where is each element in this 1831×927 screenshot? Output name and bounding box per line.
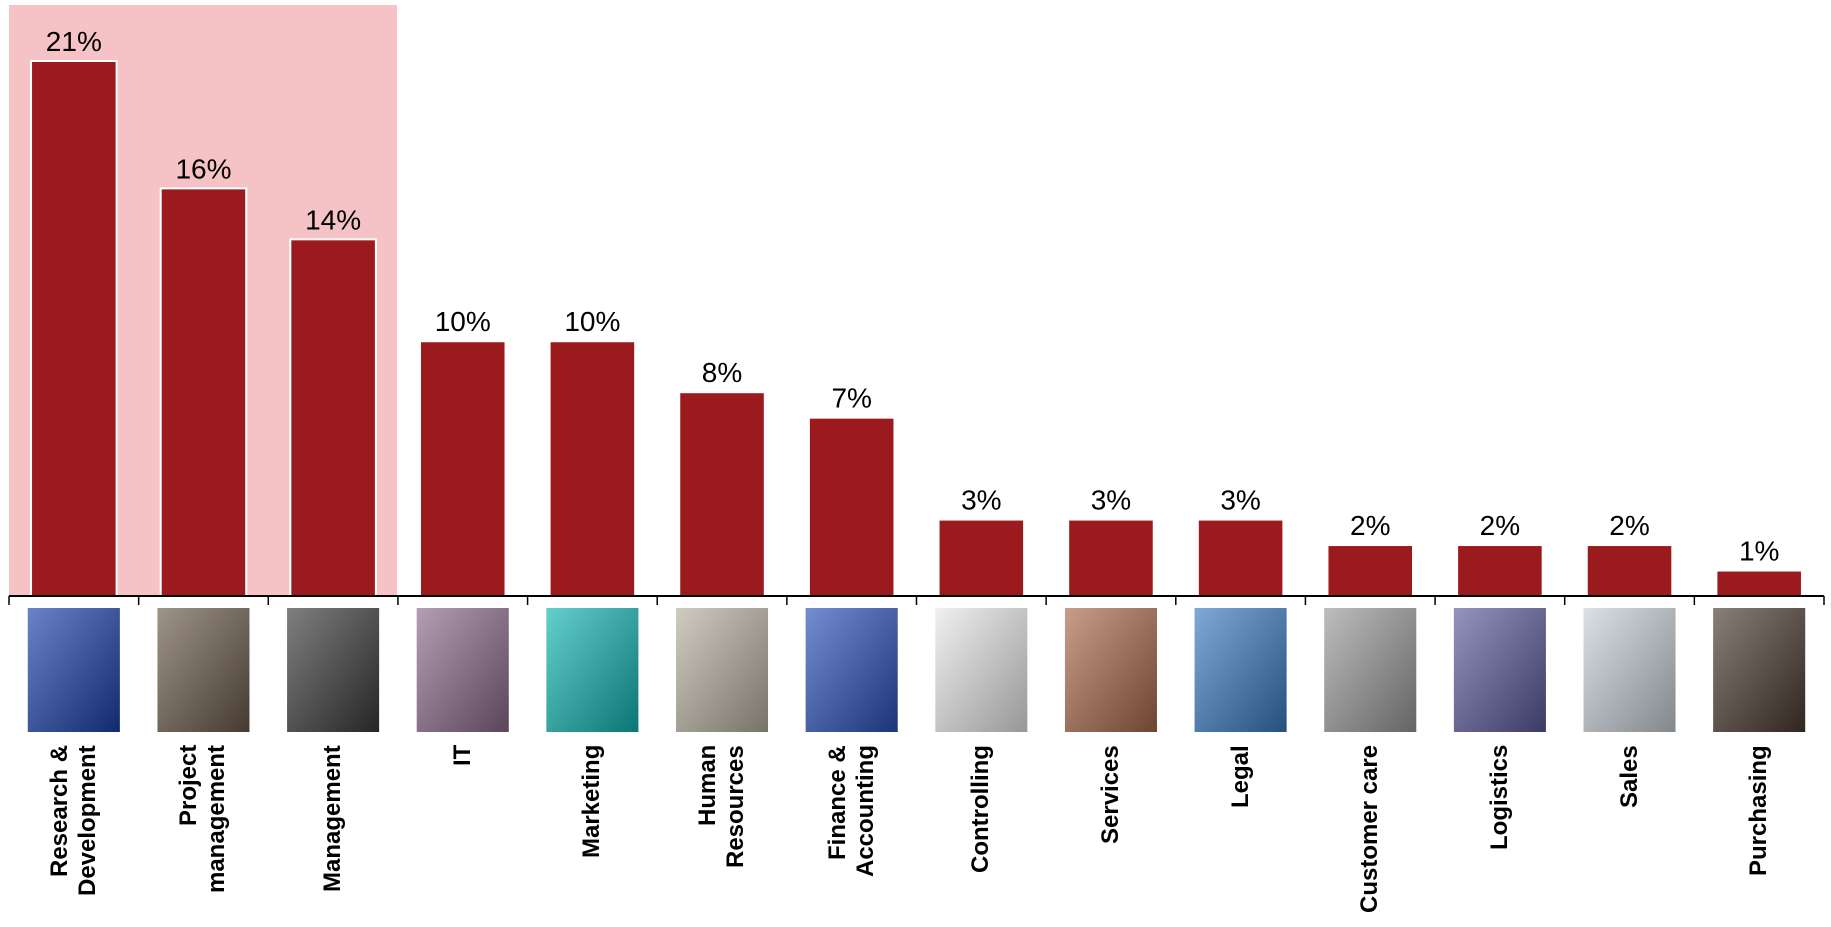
category-photo-shade: [1194, 608, 1287, 732]
category-photo-shade: [805, 608, 898, 732]
value-label: 21%: [46, 26, 102, 57]
value-label: 2%: [1609, 510, 1649, 541]
x-tick-label: Legal: [1226, 745, 1254, 808]
bar: [418, 340, 507, 597]
bar: [289, 238, 377, 597]
x-tick-label: Customer care: [1356, 745, 1384, 914]
category-photo-shade: [27, 608, 120, 732]
value-label: 14%: [305, 204, 361, 235]
x-tick-label: Logistics: [1485, 745, 1513, 851]
category-photo-shade: [1324, 608, 1417, 732]
value-label: 7%: [831, 383, 871, 414]
value-label: 8%: [702, 357, 742, 388]
x-tick-label: Project management: [175, 745, 231, 894]
value-label: 3%: [1091, 485, 1131, 516]
category-photo-shade: [287, 608, 380, 732]
bar: [807, 416, 896, 597]
value-label: 2%: [1480, 510, 1520, 541]
category-photo-shade: [157, 608, 250, 732]
value-label: 10%: [435, 306, 491, 337]
category-photo-shade: [935, 608, 1028, 732]
value-label: 16%: [175, 153, 231, 184]
x-tick-label: Research & Development: [45, 745, 101, 896]
category-photo-shade: [546, 608, 639, 732]
bar: [1585, 544, 1674, 597]
x-tick-label: Marketing: [578, 745, 606, 859]
bar: [159, 187, 248, 597]
x-tick-label: Controlling: [967, 745, 995, 873]
bar: [1196, 518, 1285, 597]
category-photo-shade: [1583, 608, 1676, 732]
bar: [1067, 518, 1155, 597]
bar: [30, 60, 118, 597]
category-photo-shade: [676, 608, 769, 732]
category-photo-shade: [416, 608, 509, 732]
value-label: 3%: [1220, 485, 1260, 516]
x-tick-label: Sales: [1615, 745, 1643, 808]
category-photo-shade: [1453, 608, 1546, 732]
bar: [937, 518, 1026, 597]
value-label: 10%: [564, 306, 620, 337]
bar: [678, 391, 766, 598]
value-label: 1%: [1739, 536, 1779, 567]
bar: [1456, 544, 1544, 597]
x-tick-label: Finance & Accounting: [823, 745, 879, 877]
x-tick-label: Purchasing: [1745, 745, 1773, 876]
x-tick-label: Services: [1096, 745, 1124, 844]
x-tick-label: Management: [319, 745, 347, 892]
x-tick-label: IT: [448, 745, 476, 767]
bar: [1326, 544, 1415, 597]
x-tick-label: Human Resources: [694, 745, 750, 868]
value-label: 3%: [961, 485, 1001, 516]
category-photo-shade: [1713, 608, 1806, 732]
value-label: 2%: [1350, 510, 1390, 541]
bar: [548, 340, 637, 597]
bar: [1715, 569, 1803, 597]
category-photo-shade: [1064, 608, 1157, 732]
